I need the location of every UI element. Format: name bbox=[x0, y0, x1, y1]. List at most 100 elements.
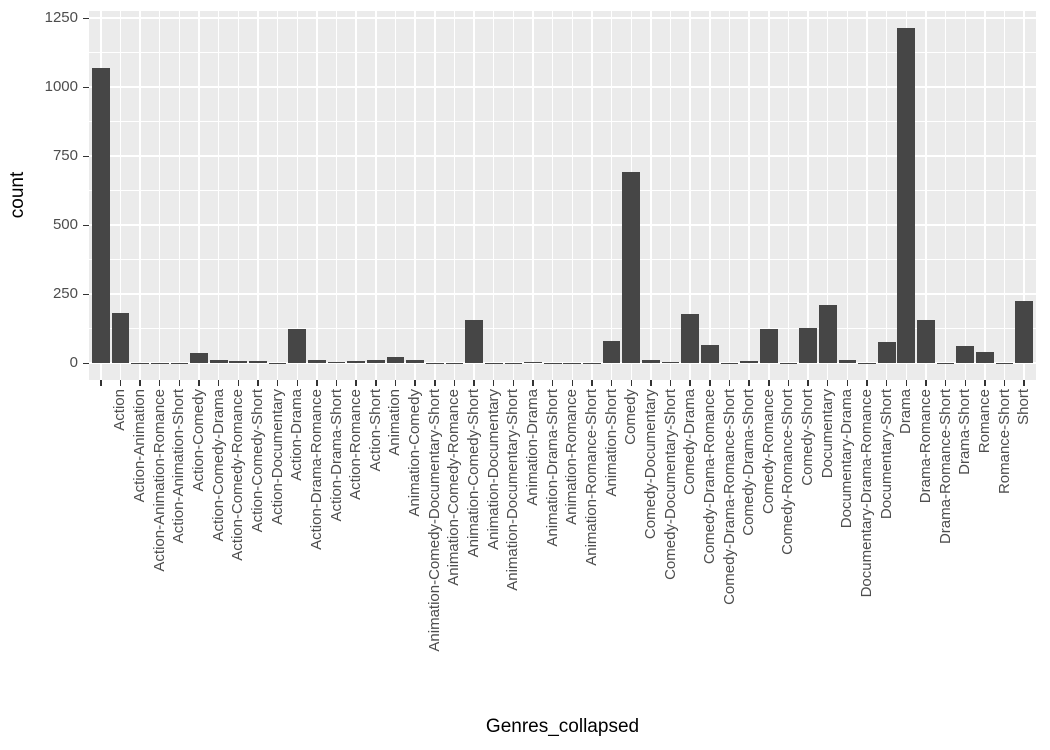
x-tick-label: Documentary bbox=[818, 389, 836, 479]
bar bbox=[563, 362, 582, 364]
x-tick-label: Animation-Romance-Short bbox=[582, 389, 600, 566]
x-tick-mark bbox=[885, 380, 888, 386]
plot-panel bbox=[89, 11, 1036, 380]
x-tick-label: Action-Romance bbox=[347, 389, 365, 500]
gridline-vertical bbox=[650, 11, 652, 380]
bar bbox=[524, 362, 542, 364]
bar bbox=[386, 356, 405, 364]
x-tick-mark bbox=[944, 380, 947, 386]
x-tick-mark bbox=[905, 380, 908, 386]
x-tick-label: Animation-Comedy-Short bbox=[465, 389, 483, 558]
gridline-vertical bbox=[846, 11, 849, 380]
y-tick-mark bbox=[83, 86, 89, 89]
gridline-vertical bbox=[1003, 11, 1006, 380]
x-tick-mark bbox=[100, 380, 102, 386]
x-tick-mark bbox=[492, 380, 495, 386]
x-tick-mark bbox=[178, 380, 181, 386]
x-tick-label: Romance bbox=[975, 389, 993, 454]
bar bbox=[779, 362, 798, 364]
x-tick-mark bbox=[1023, 380, 1025, 386]
x-tick-label: Animation-Documentary bbox=[484, 389, 502, 550]
y-tick-label: 250 bbox=[52, 285, 78, 303]
gridline-vertical bbox=[807, 11, 809, 380]
x-tick-label: Drama-Romance bbox=[916, 389, 934, 504]
x-tick-label: Animation-Documentary-Short bbox=[504, 389, 522, 591]
bar bbox=[249, 361, 267, 364]
x-tick-label: Drama-Romance-Short bbox=[936, 389, 954, 545]
gridline-vertical bbox=[512, 11, 515, 380]
bar bbox=[917, 319, 935, 364]
gridline-vertical bbox=[885, 11, 888, 380]
gridline-vertical bbox=[944, 11, 947, 380]
gridline-vertical bbox=[748, 11, 750, 380]
x-tick-mark bbox=[1003, 380, 1006, 386]
bar bbox=[347, 361, 366, 364]
x-tick-label: Documentary-Drama-Romance bbox=[858, 389, 876, 598]
x-tick-mark bbox=[414, 380, 416, 386]
bar bbox=[425, 362, 444, 364]
gridline-vertical bbox=[551, 11, 554, 380]
gridline-vertical bbox=[532, 11, 534, 380]
gridline-vertical bbox=[316, 11, 318, 380]
bar bbox=[190, 353, 208, 364]
x-tick-mark bbox=[375, 380, 377, 386]
x-tick-label: Action-Animation bbox=[131, 389, 149, 503]
bar bbox=[465, 320, 483, 364]
bar bbox=[818, 305, 837, 364]
gridline-vertical bbox=[276, 11, 279, 380]
y-tick-mark bbox=[83, 293, 89, 296]
x-tick-label: Documentary-Short bbox=[877, 389, 895, 520]
x-tick-label: Action-Drama-Romance bbox=[307, 389, 325, 550]
x-tick-label: Comedy-Short bbox=[799, 389, 817, 486]
bar bbox=[1015, 300, 1034, 364]
gridline-vertical bbox=[709, 11, 711, 380]
gridline-vertical bbox=[826, 11, 829, 380]
bar bbox=[327, 362, 346, 364]
bar bbox=[701, 344, 719, 364]
y-tick-label: 1000 bbox=[44, 78, 78, 96]
x-tick-mark bbox=[532, 380, 534, 386]
gridline-minor-horizontal bbox=[89, 190, 1036, 192]
x-tick-label: Action-Comedy-Romance bbox=[229, 389, 247, 561]
x-tick-label: Action-Animation-Short bbox=[170, 389, 188, 544]
y-tick-mark bbox=[83, 17, 89, 20]
x-tick-label: Comedy-Romance bbox=[759, 389, 777, 515]
x-tick-mark bbox=[610, 380, 613, 386]
gridline-vertical bbox=[728, 11, 731, 380]
x-tick-mark bbox=[807, 380, 809, 386]
x-tick-label: Animation-Drama bbox=[524, 389, 542, 506]
y-tick-mark bbox=[83, 362, 89, 365]
bar bbox=[367, 359, 385, 364]
y-axis-title: count bbox=[7, 171, 28, 219]
gridline-major-horizontal bbox=[89, 86, 1036, 89]
bar bbox=[622, 171, 641, 364]
gridline-vertical bbox=[453, 11, 456, 380]
x-tick-label: Animation-Comedy-Documentary-Short bbox=[425, 389, 443, 652]
x-tick-mark bbox=[728, 380, 731, 386]
bar bbox=[681, 313, 700, 364]
gridline-vertical bbox=[768, 11, 770, 380]
x-tick-mark bbox=[866, 380, 868, 386]
y-axis-tick-labels: 0 250 500 750 1000 1250 bbox=[0, 0, 78, 400]
x-tick-label: Action-Short bbox=[366, 389, 384, 472]
bar bbox=[543, 362, 562, 364]
x-tick-label: Animation bbox=[386, 389, 404, 456]
x-tick-label: Animation-Short bbox=[602, 389, 620, 497]
bar bbox=[740, 361, 758, 364]
gridline-vertical bbox=[158, 11, 161, 380]
gridline-vertical bbox=[375, 11, 377, 380]
bar bbox=[995, 362, 1014, 364]
gridline-major-horizontal bbox=[89, 17, 1036, 20]
x-tick-mark bbox=[139, 380, 141, 386]
gridline-vertical bbox=[237, 11, 240, 380]
x-tick-mark bbox=[630, 380, 632, 386]
x-tick-mark bbox=[217, 380, 220, 386]
gridline-vertical bbox=[355, 11, 357, 380]
gridline-vertical bbox=[984, 11, 986, 380]
gridline-vertical bbox=[591, 11, 593, 380]
y-tick-label: 750 bbox=[52, 147, 78, 165]
x-tick-mark bbox=[316, 380, 318, 386]
x-tick-mark bbox=[768, 380, 770, 386]
bar bbox=[936, 362, 955, 364]
